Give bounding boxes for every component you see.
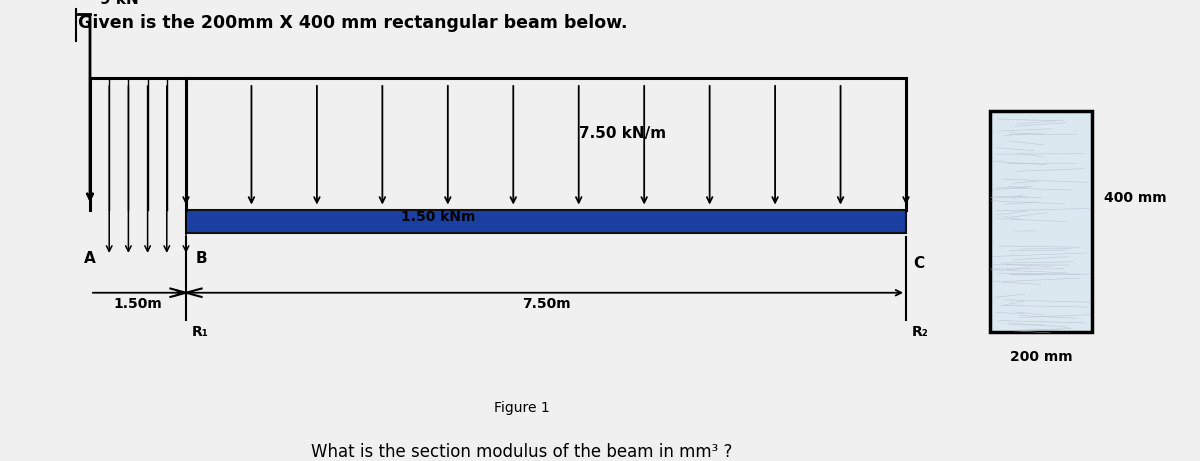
Text: What is the section modulus of the beam in mm³ ?: What is the section modulus of the beam … [311, 443, 733, 461]
Text: 7.50 kN/m: 7.50 kN/m [578, 126, 666, 141]
Bar [186, 210, 906, 233]
Bar [990, 111, 1092, 332]
Text: A: A [84, 251, 96, 266]
Text: R₂: R₂ [912, 325, 929, 339]
Text: Given is the 200mm X 400 mm rectangular beam below.: Given is the 200mm X 400 mm rectangular … [78, 14, 628, 32]
Text: 400 mm: 400 mm [1104, 191, 1166, 205]
Text: C: C [913, 256, 924, 271]
Text: B: B [196, 251, 208, 266]
Text: 1.50m: 1.50m [114, 297, 162, 311]
Text: R₁: R₁ [192, 325, 209, 339]
Text: Figure 1: Figure 1 [494, 401, 550, 415]
Text: 1.50 kNm: 1.50 kNm [401, 210, 475, 224]
Text: 7.50m: 7.50m [522, 297, 570, 311]
Text: 200 mm: 200 mm [1009, 350, 1073, 364]
Text: 9 kN: 9 kN [100, 0, 138, 7]
